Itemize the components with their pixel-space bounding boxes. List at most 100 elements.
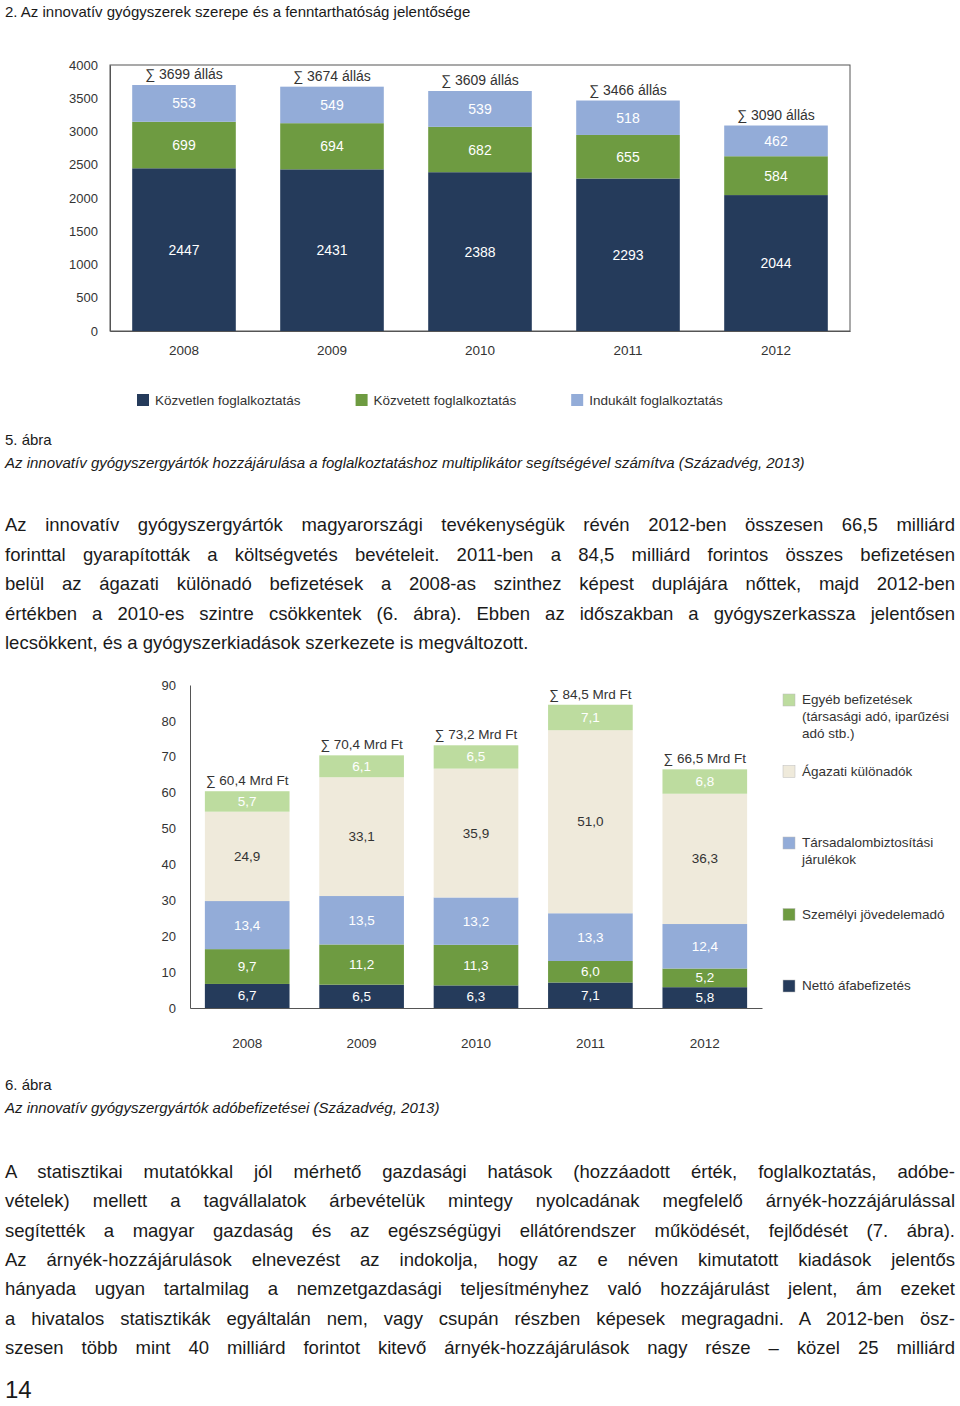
legend: Egyéb befizetések(társasági adó, iparűzé… [783, 692, 949, 993]
y-tick-label: 1000 [69, 257, 98, 272]
data-label: 6,0 [581, 964, 600, 979]
data-label: 9,7 [238, 959, 257, 974]
chart: 6,76,56,37,15,89,711,211,36,05,213,413,5… [162, 678, 950, 1051]
bar-segment [280, 87, 384, 124]
data-label: 2044 [760, 255, 791, 271]
data-label: 549 [320, 97, 344, 113]
y-tick: 3500 [69, 91, 110, 106]
paragraph-line: vételek) mellett a tagvállalatok árbevét… [5, 1189, 955, 1213]
data-label: 6,5 [467, 749, 486, 764]
bar-segment [428, 91, 532, 127]
y-tick: 80 [162, 714, 190, 729]
plot-area [132, 85, 828, 331]
bar-segment [576, 135, 680, 179]
plot-frame [110, 65, 850, 331]
legend-item: Egyéb befizetések(társasági adó, iparűzé… [783, 692, 949, 741]
data-label: 462 [764, 133, 788, 149]
bar-segment [548, 705, 633, 730]
legend-swatch [783, 694, 795, 706]
y-tick-label: 90 [162, 678, 176, 693]
bar-segment [280, 169, 384, 331]
paragraph-line: értékben a 2010-es szintre csökkentek (6… [5, 602, 955, 626]
total-label: ∑ 3466 állás [589, 82, 667, 98]
bar-segment [319, 944, 404, 984]
y-tick-label: 80 [162, 714, 176, 729]
y-tick-label: 30 [162, 893, 176, 908]
bar-segment [205, 984, 290, 1008]
data-label: 2293 [612, 247, 643, 263]
x-tick: 2012 [761, 331, 791, 358]
y-tick-label: 40 [162, 857, 176, 872]
bar-segment [434, 985, 519, 1008]
bar-segment [548, 983, 633, 1008]
y-tick: 3000 [69, 124, 110, 139]
y-tick: 0 [91, 324, 110, 339]
x-tick: 2008 [169, 331, 199, 358]
y-tick-label: 3500 [69, 91, 98, 106]
bar-segment [576, 179, 680, 331]
total-label: ∑ 3609 állás [441, 72, 519, 88]
data-label: 13,4 [234, 918, 261, 933]
paragraph-line: belül az ágazati különadó befizetések a … [5, 572, 955, 596]
legend-swatch [137, 394, 149, 406]
caption-text: Az innovatív gyógyszergyártók adóbefizet… [5, 1096, 955, 1120]
paragraph-line: forinttal gyarapították a költségvetés b… [5, 543, 955, 567]
legend-text-line: Egyéb befizetések [802, 692, 913, 707]
y-tick: 4000 [69, 58, 110, 73]
paragraph-line: szesen több mint 40 milliárd forintot ki… [5, 1336, 955, 1360]
total-label: ∑ 3699 állás [145, 66, 223, 82]
x-tick: 2011 [613, 331, 642, 358]
x-tick-label: 2012 [761, 343, 791, 358]
legend-item: Nettó áfabefizetés [783, 978, 911, 993]
y-tick-label: 4000 [69, 58, 98, 73]
y-tick: 2000 [69, 191, 110, 206]
data-label: 11,3 [463, 958, 488, 973]
x-axis: 20082009201020112012 [191, 1008, 763, 1051]
y-tick: 1500 [69, 224, 110, 239]
y-tick: 90 [162, 678, 190, 693]
bar-segment [319, 755, 404, 777]
data-label: 5,8 [695, 990, 714, 1005]
bar-segment [662, 794, 747, 924]
totals: ∑ 3699 állás∑ 3674 állás∑ 3609 állás∑ 34… [145, 66, 815, 122]
y-tick-label: 10 [162, 965, 176, 980]
x-tick-label: 2009 [347, 1036, 377, 1051]
legend-text-line: Ágazati különadók [802, 764, 913, 779]
data-label: 5,2 [695, 970, 714, 985]
legend-text-line: Társadalombiztosítási [802, 835, 933, 850]
total-label: ∑ 70,4 Mrd Ft [320, 737, 403, 752]
page: 2447243123882293204469969468265558455354… [0, 0, 960, 1406]
y-axis: 05001000150020002500300035004000 [69, 58, 110, 339]
bar-segment [205, 901, 290, 949]
y-tick-label: 3000 [69, 124, 98, 139]
y-tick-label: 500 [76, 290, 98, 305]
data-label: 6,5 [352, 989, 371, 1004]
x-tick: 2010 [461, 1008, 491, 1051]
bar-segment [205, 949, 290, 984]
bar-segment [205, 812, 290, 901]
totals: ∑ 60,4 Mrd Ft∑ 70,4 Mrd Ft∑ 73,2 Mrd Ft∑… [206, 687, 746, 788]
y-tick: 30 [162, 893, 190, 908]
legend-item: Indukált foglalkoztatás [571, 393, 723, 408]
bar-segment [662, 769, 747, 793]
y-tick: 70 [162, 749, 190, 764]
data-label: 2431 [316, 242, 347, 258]
data-label: 33,1 [348, 829, 374, 844]
caption-label: 6. ábra [5, 1073, 955, 1097]
x-tick: 2008 [232, 1008, 262, 1051]
chart: 2447243123882293204469969468265558455354… [69, 58, 850, 408]
bar-segment [132, 85, 236, 122]
data-label: 539 [468, 101, 492, 117]
data-label: 36,3 [692, 851, 718, 866]
page-number: 14 [5, 1378, 105, 1402]
data-label: 11,2 [349, 957, 374, 972]
x-tick-label: 2011 [576, 1036, 605, 1051]
paragraph-line: segítették a magyar gazdaság és az egész… [5, 1219, 955, 1243]
bar-segment [434, 897, 519, 944]
bar-segment [319, 896, 404, 944]
x-tick: 2009 [347, 1008, 377, 1051]
bar-segment [132, 122, 236, 168]
data-label: 2447 [168, 242, 199, 258]
data-label: 6,8 [695, 774, 714, 789]
y-tick: 40 [162, 857, 190, 872]
